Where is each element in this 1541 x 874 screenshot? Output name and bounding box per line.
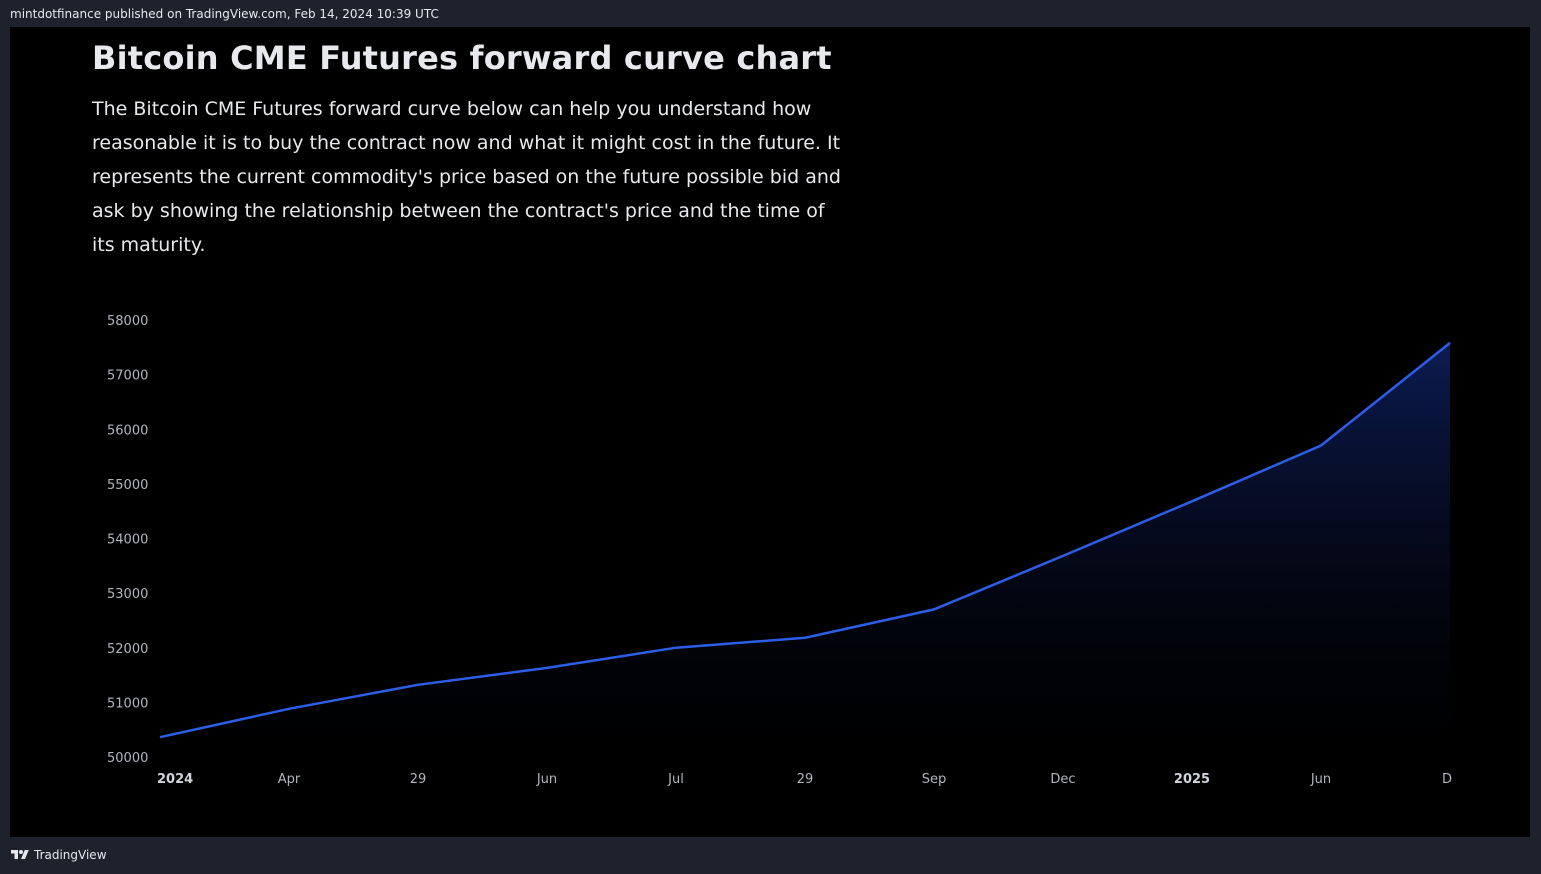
x-tick-label: 29: [410, 772, 427, 787]
x-tick-label: 2025: [1174, 772, 1210, 787]
x-tick-label: Sep: [922, 772, 947, 787]
footer-brand[interactable]: TradingView: [10, 848, 107, 862]
x-tick-label: Jun: [1310, 772, 1331, 787]
chart-description: The Bitcoin CME Futures forward curve be…: [92, 98, 841, 256]
chart-panel: Bitcoin CME Futures forward curve chart …: [10, 27, 1530, 837]
x-tick-label: Apr: [278, 772, 301, 787]
x-tick-label: 2024: [157, 772, 193, 787]
x-tick-label: Dec: [1050, 772, 1075, 787]
page-title: Bitcoin CME Futures forward curve chart: [92, 39, 832, 77]
y-tick-label: 55000: [107, 478, 148, 493]
y-tick-label: 56000: [107, 423, 148, 438]
y-tick-label: 54000: [107, 533, 148, 548]
published-info: mintdotfinance published on TradingView.…: [10, 7, 439, 21]
forward-curve-area: [160, 342, 1450, 758]
y-tick-label: 51000: [107, 696, 148, 711]
x-tick-label: D: [1442, 772, 1452, 787]
footer-brand-label: TradingView: [34, 848, 107, 862]
y-axis: 50000 51000 52000 53000 54000 55000 56000 57000…: [107, 314, 148, 766]
x-tick-label: 29: [797, 772, 814, 787]
forward-curve-line: [159, 341, 1451, 739]
x-axis: 2024 Apr 29 Jun Jul 29 Sep Dec 2025 Jun D: [157, 772, 1452, 787]
y-tick-label: 53000: [107, 587, 148, 602]
forward-curve-chart: 50000 51000 52000 53000 54000 55000 56000 57000…: [107, 314, 1452, 787]
y-tick-label: 57000: [107, 369, 148, 384]
y-tick-label: 58000: [107, 314, 148, 329]
x-tick-label: Jun: [536, 772, 557, 787]
tradingview-logo-icon: [11, 850, 29, 859]
y-tick-label: 52000: [107, 642, 148, 657]
x-tick-label: Jul: [667, 772, 684, 787]
y-tick-label: 50000: [107, 751, 148, 766]
